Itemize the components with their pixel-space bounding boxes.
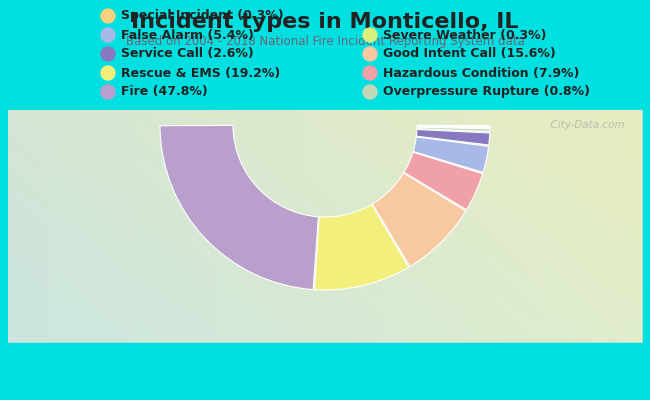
Text: Service Call (2.6%): Service Call (2.6%) [121,48,254,60]
Text: Based on 2004 - 2018 National Fire Incident Reporting System data: Based on 2004 - 2018 National Fire Incid… [125,36,525,48]
Text: Incident types in Monticello, IL: Incident types in Monticello, IL [131,12,519,32]
Wedge shape [315,204,409,290]
Text: City-Data.com: City-Data.com [545,120,625,130]
Circle shape [101,85,115,99]
FancyBboxPatch shape [8,110,642,342]
Wedge shape [160,126,318,290]
Circle shape [101,47,115,61]
Wedge shape [413,137,489,172]
Wedge shape [417,127,490,132]
Text: False Alarm (5.4%): False Alarm (5.4%) [121,28,254,42]
Text: Good Intent Call (15.6%): Good Intent Call (15.6%) [383,48,556,60]
Wedge shape [417,126,490,127]
Text: Hazardous Condition (7.9%): Hazardous Condition (7.9%) [383,66,579,80]
Circle shape [363,28,377,42]
Wedge shape [404,152,483,210]
Text: Severe Weather (0.3%): Severe Weather (0.3%) [383,28,547,42]
Circle shape [363,47,377,61]
Text: Fire (47.8%): Fire (47.8%) [121,86,208,98]
Circle shape [363,66,377,80]
Circle shape [363,85,377,99]
Wedge shape [372,173,466,266]
Circle shape [101,9,115,23]
Circle shape [101,66,115,80]
Text: Rescue & EMS (19.2%): Rescue & EMS (19.2%) [121,66,280,80]
Text: Special Incident (0.3%): Special Incident (0.3%) [121,10,283,22]
Circle shape [101,28,115,42]
Text: Overpressure Rupture (0.8%): Overpressure Rupture (0.8%) [383,86,590,98]
Wedge shape [416,130,490,145]
